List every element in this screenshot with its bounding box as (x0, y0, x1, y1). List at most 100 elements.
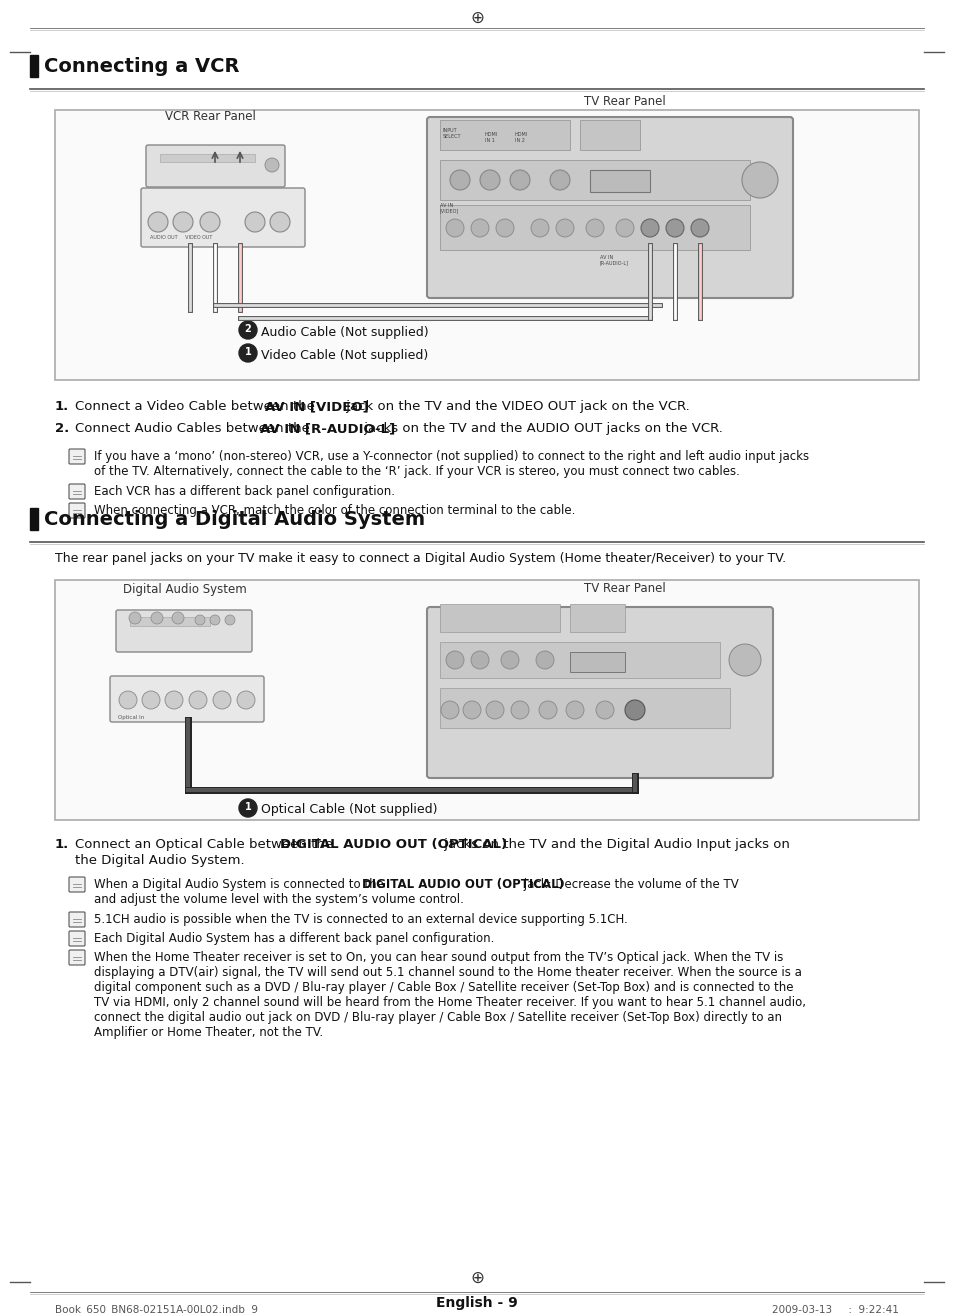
Circle shape (531, 220, 548, 237)
Circle shape (728, 644, 760, 676)
Circle shape (450, 170, 470, 189)
Circle shape (446, 651, 463, 669)
Text: HDMI
IN 1: HDMI IN 1 (484, 132, 497, 143)
Text: VCR Rear Panel: VCR Rear Panel (164, 110, 255, 124)
Circle shape (500, 651, 518, 669)
Text: 1: 1 (244, 347, 251, 356)
Text: 5.1CH audio is possible when the TV is connected to an external device supportin: 5.1CH audio is possible when the TV is c… (94, 913, 627, 926)
Circle shape (536, 651, 554, 669)
FancyBboxPatch shape (69, 877, 85, 892)
Circle shape (462, 701, 480, 719)
Circle shape (550, 170, 569, 189)
Circle shape (189, 690, 207, 709)
Text: When the Home Theater receiver is set to On, you can hear sound output from the : When the Home Theater receiver is set to… (94, 951, 782, 964)
Circle shape (172, 611, 184, 625)
Text: Book_650_BN68-02151A-00L02.indb  9: Book_650_BN68-02151A-00L02.indb 9 (55, 1304, 257, 1315)
Text: ⊕: ⊕ (470, 1269, 483, 1287)
Text: jack: Decrease the volume of the TV: jack: Decrease the volume of the TV (519, 878, 738, 892)
Text: AV IN
[VIDEO]: AV IN [VIDEO] (439, 203, 458, 214)
FancyBboxPatch shape (69, 931, 85, 945)
Bar (439, 205, 749, 250)
Text: Connect a Video Cable between the: Connect a Video Cable between the (75, 400, 319, 413)
Text: DIGITAL AUDIO OUT (OPTICAL): DIGITAL AUDIO OUT (OPTICAL) (361, 878, 563, 892)
Circle shape (194, 615, 205, 625)
Text: HDMI
IN 2: HDMI IN 2 (515, 132, 528, 143)
Text: and adjust the volume level with the system’s volume control.: and adjust the volume level with the sys… (94, 893, 463, 906)
Circle shape (496, 220, 514, 237)
Text: DIGITAL AUDIO OUT (OPTICAL): DIGITAL AUDIO OUT (OPTICAL) (280, 838, 507, 851)
Text: TV Rear Panel: TV Rear Panel (583, 95, 665, 108)
Text: 1: 1 (244, 802, 251, 811)
Text: Optical Cable (Not supplied): Optical Cable (Not supplied) (261, 803, 437, 817)
Circle shape (690, 220, 708, 237)
Circle shape (172, 212, 193, 231)
Text: jacks on the TV and the Digital Audio Input jacks on: jacks on the TV and the Digital Audio In… (439, 838, 789, 851)
Bar (439, 604, 559, 633)
FancyBboxPatch shape (55, 580, 918, 821)
Circle shape (213, 690, 231, 709)
Bar (30, 55, 38, 78)
Circle shape (479, 170, 499, 189)
Circle shape (225, 615, 234, 625)
Circle shape (446, 220, 463, 237)
Text: Digital Audio System: Digital Audio System (123, 583, 247, 596)
Text: Each VCR has a different back panel configuration.: Each VCR has a different back panel conf… (94, 485, 395, 498)
Circle shape (245, 212, 265, 231)
Circle shape (239, 800, 256, 817)
Text: displaying a DTV(air) signal, the TV will send out 5.1 channel sound to the Home: displaying a DTV(air) signal, the TV wil… (94, 967, 801, 978)
Circle shape (236, 690, 254, 709)
Text: digital component such as a DVD / Blu-ray player / Cable Box / Satellite receive: digital component such as a DVD / Blu-ra… (94, 981, 793, 994)
Bar (30, 508, 38, 530)
Text: Amplifier or Home Theater, not the TV.: Amplifier or Home Theater, not the TV. (94, 1026, 323, 1039)
Circle shape (270, 212, 290, 231)
Text: If you have a ‘mono’ (non-stereo) VCR, use a Y-connector (not supplied) to conne: If you have a ‘mono’ (non-stereo) VCR, u… (94, 450, 808, 463)
Text: 1.: 1. (55, 400, 70, 413)
Circle shape (665, 220, 683, 237)
Circle shape (119, 690, 137, 709)
Circle shape (265, 158, 278, 172)
Bar (579, 120, 639, 150)
FancyBboxPatch shape (427, 117, 792, 299)
Circle shape (624, 700, 644, 721)
FancyBboxPatch shape (69, 949, 85, 965)
Text: the Digital Audio System.: the Digital Audio System. (75, 853, 244, 867)
Text: Connect an Optical Cable between the: Connect an Optical Cable between the (75, 838, 337, 851)
Circle shape (741, 162, 778, 199)
Bar (439, 120, 569, 150)
Circle shape (538, 701, 557, 719)
Circle shape (142, 690, 160, 709)
Text: jacks on the TV and the AUDIO OUT jacks on the VCR.: jacks on the TV and the AUDIO OUT jacks … (359, 422, 722, 435)
Text: ⊕: ⊕ (470, 9, 483, 28)
Text: 2: 2 (244, 323, 251, 334)
Circle shape (640, 220, 659, 237)
Circle shape (239, 345, 256, 362)
Text: AV IN [VIDEO]: AV IN [VIDEO] (265, 400, 369, 413)
Text: When connecting a VCR, match the color of the connection terminal to the cable.: When connecting a VCR, match the color o… (94, 504, 575, 517)
Circle shape (151, 611, 163, 625)
Bar (439, 688, 729, 729)
Circle shape (471, 651, 489, 669)
Text: Optical In: Optical In (118, 715, 144, 721)
Text: Connect Audio Cables between the: Connect Audio Cables between the (75, 422, 314, 435)
Text: English - 9: English - 9 (436, 1297, 517, 1310)
Circle shape (200, 212, 220, 231)
Circle shape (165, 690, 183, 709)
Bar (569, 652, 624, 672)
Circle shape (485, 701, 503, 719)
Text: TV via HDMI, only 2 channel sound will be heard from the Home Theater receiver. : TV via HDMI, only 2 channel sound will b… (94, 995, 805, 1009)
Bar (569, 604, 624, 633)
Circle shape (148, 212, 168, 231)
Circle shape (440, 701, 458, 719)
FancyBboxPatch shape (69, 913, 85, 927)
FancyBboxPatch shape (55, 110, 918, 380)
FancyBboxPatch shape (110, 676, 264, 722)
FancyBboxPatch shape (69, 504, 85, 518)
Circle shape (471, 220, 489, 237)
Text: The rear panel jacks on your TV make it easy to connect a Digital Audio System (: The rear panel jacks on your TV make it … (55, 552, 785, 565)
Circle shape (239, 321, 256, 339)
FancyBboxPatch shape (427, 608, 772, 778)
Bar (160, 154, 254, 162)
Text: jack on the TV and the VIDEO OUT jack on the VCR.: jack on the TV and the VIDEO OUT jack on… (341, 400, 689, 413)
FancyBboxPatch shape (69, 484, 85, 498)
FancyBboxPatch shape (141, 188, 305, 247)
